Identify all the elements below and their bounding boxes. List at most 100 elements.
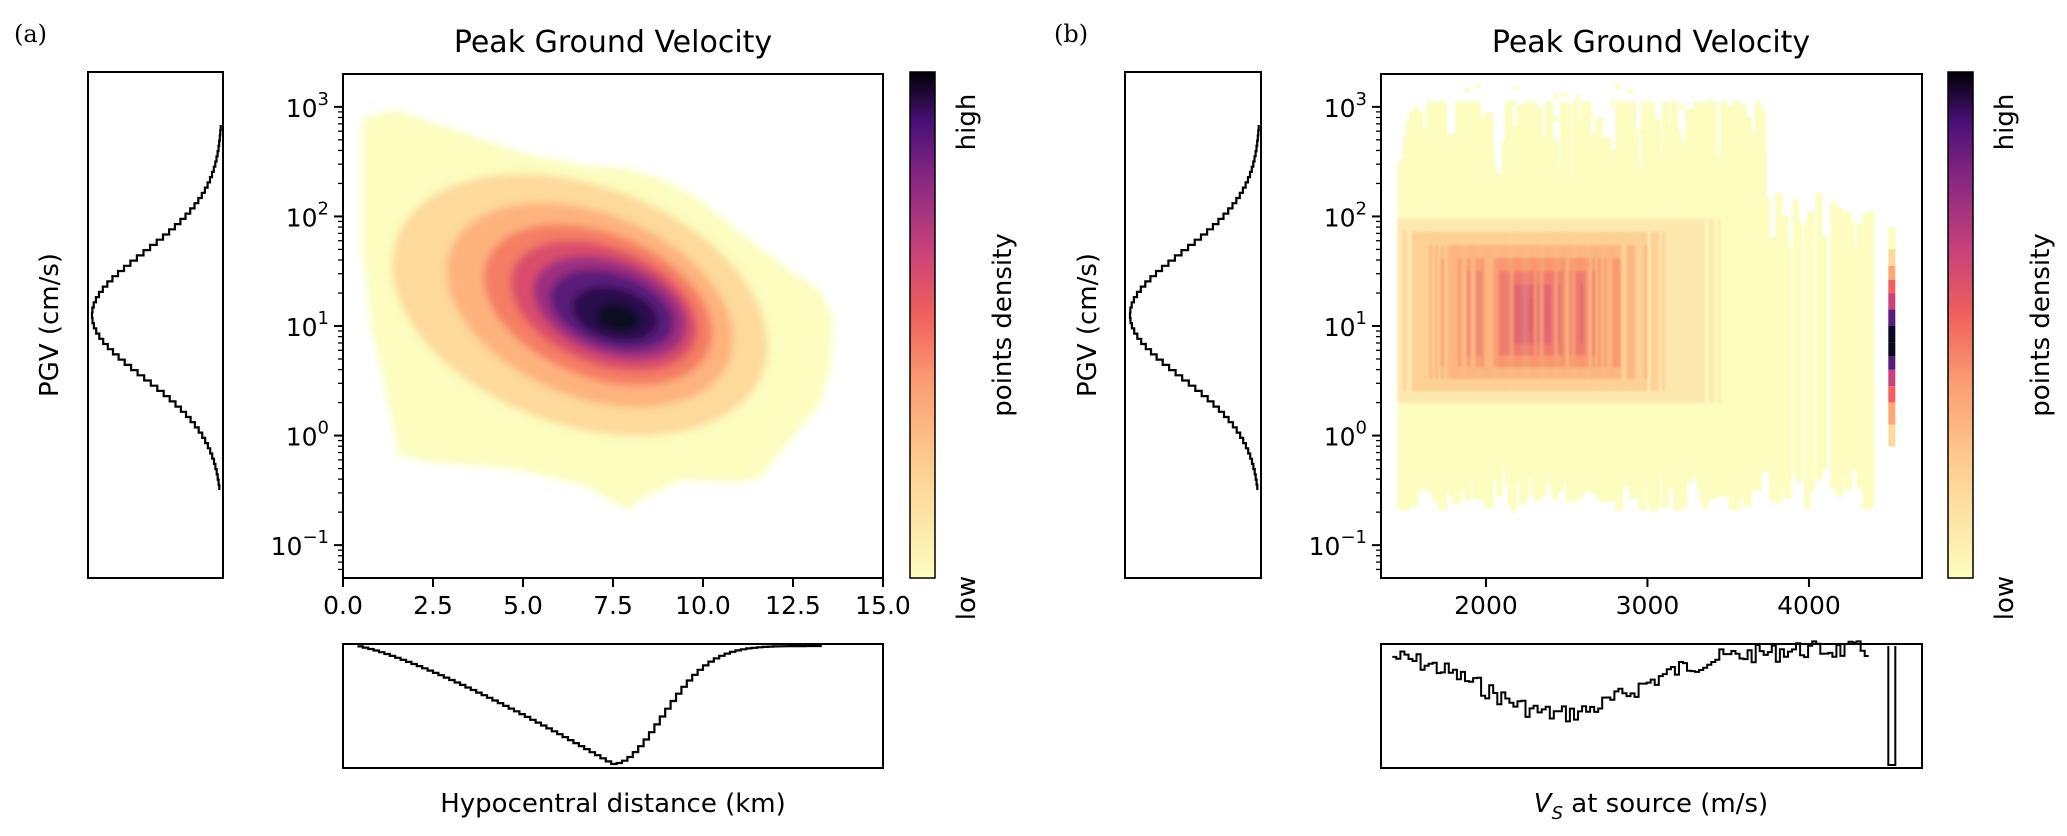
density-point bbox=[1587, 111, 1594, 118]
density-strip bbox=[1838, 214, 1846, 476]
panel-b-x-marginal-histogram bbox=[1392, 640, 1897, 766]
panel-b-colorbar-label: points density bbox=[2026, 233, 2056, 416]
density-strip-highvs bbox=[1888, 369, 1896, 387]
density-strip-highvs bbox=[1888, 424, 1896, 447]
y-tick-label: 102 bbox=[286, 198, 329, 232]
x-tick-label: 0.0 bbox=[323, 591, 363, 620]
x-tick-label: 2000 bbox=[1454, 591, 1518, 620]
x-tick-label: 10.0 bbox=[675, 591, 731, 620]
panel-b-colorbar bbox=[1947, 71, 1974, 579]
panel-a-x-marginal-histogram bbox=[357, 644, 822, 766]
density-point bbox=[1448, 144, 1455, 151]
density-strip bbox=[1847, 222, 1855, 469]
panel-a-colorbar bbox=[909, 71, 936, 579]
panel-a-colorbar-low: low bbox=[952, 576, 982, 620]
density-point bbox=[1583, 103, 1590, 110]
panel-b-ticks: 2000 3000 4000 103 102 101 100 10−1 bbox=[1309, 89, 1841, 620]
panel-a-density-cloud bbox=[362, 110, 833, 510]
panel-a-xlabel: Hypocentral distance (km) bbox=[440, 789, 786, 819]
y-tick-label: 100 bbox=[1324, 418, 1367, 452]
density-point bbox=[1433, 105, 1440, 112]
panel-a-ticks: 0.0 2.5 5.0 7.5 10.0 12.5 15.0 103 102 101 100 10−1 bbox=[271, 89, 911, 620]
panel-a-y-marginal-histogram bbox=[90, 125, 222, 490]
density-strip-highvs bbox=[1888, 293, 1896, 310]
density-point bbox=[1553, 115, 1560, 122]
density-strip bbox=[1795, 221, 1803, 482]
density-strip bbox=[1783, 246, 1792, 500]
panel-a-x-marginal-frame bbox=[342, 643, 884, 769]
y-tick-label: 103 bbox=[286, 89, 329, 123]
panel-b-label: (b) bbox=[1054, 20, 1088, 48]
density-point bbox=[1464, 87, 1471, 94]
density-point bbox=[1636, 128, 1643, 135]
density-point bbox=[1411, 121, 1418, 128]
density-point bbox=[1627, 88, 1634, 95]
density-point bbox=[1674, 146, 1681, 153]
y-tick-label: 10−1 bbox=[271, 527, 329, 561]
panel-a-label: (a) bbox=[14, 20, 47, 48]
x-tick-label: 3000 bbox=[1616, 591, 1680, 620]
x-tick-label: 12.5 bbox=[765, 591, 821, 620]
x-tick-label: 2.5 bbox=[413, 591, 453, 620]
density-strip bbox=[1830, 202, 1837, 489]
density-strip-highvs bbox=[1888, 265, 1896, 280]
y-tick-label: 10−1 bbox=[1309, 527, 1367, 561]
density-strip-highvs bbox=[1888, 356, 1896, 370]
panel-a-title: Peak Ground Velocity bbox=[454, 25, 772, 60]
panel-a-ylabel: PGV (cm/s) bbox=[35, 253, 65, 397]
density-point bbox=[1619, 109, 1626, 116]
density-point bbox=[1583, 144, 1590, 151]
panel-b-y-marginal-frame bbox=[1124, 71, 1262, 579]
panel-a-colorbar-high: high bbox=[952, 94, 982, 151]
panel-b-x-marginal-frame bbox=[1380, 643, 1923, 769]
y-tick-label: 103 bbox=[1324, 89, 1367, 123]
density-strip-highvs bbox=[1888, 386, 1896, 403]
x-tick-label: 4000 bbox=[1777, 591, 1841, 620]
density-point bbox=[1574, 94, 1581, 101]
panel-b-xlabel: VS at source (m/s) bbox=[1534, 789, 1768, 824]
y-tick-label: 100 bbox=[286, 418, 329, 452]
density-point bbox=[1474, 81, 1481, 88]
density-point bbox=[1586, 135, 1593, 142]
density-point bbox=[1705, 99, 1712, 106]
density-point bbox=[1553, 93, 1560, 100]
panel-b: (b) Peak Ground Velocity PGV (cm/s) 2000… bbox=[1054, 20, 2056, 824]
density-strip bbox=[1818, 236, 1828, 471]
density-strip bbox=[1868, 211, 1875, 507]
density-strip-highvs bbox=[1888, 342, 1896, 357]
density-point bbox=[1679, 103, 1686, 110]
density-point bbox=[1641, 144, 1648, 151]
x-tick-label: 7.5 bbox=[593, 591, 633, 620]
density-point bbox=[1692, 139, 1699, 146]
density-level-9 bbox=[596, 303, 640, 333]
panel-b-density-cloud bbox=[1397, 81, 1896, 513]
panel-b-colorbar-high: high bbox=[1990, 94, 2020, 151]
density-strip bbox=[1856, 223, 1865, 489]
density-strip-highvs bbox=[1888, 249, 1896, 266]
density-point bbox=[1510, 99, 1517, 106]
panel-a-colorbar-label: points density bbox=[988, 233, 1018, 416]
density-strip bbox=[1862, 213, 1871, 510]
density-strip-highvs bbox=[1888, 279, 1896, 294]
panel-a: (a) Peak Ground Velocity PGV (cm/s) 0.0 2… bbox=[14, 20, 1018, 819]
density-strip-highvs bbox=[1888, 227, 1896, 250]
panel-b-title: Peak Ground Velocity bbox=[1492, 25, 1810, 60]
y-tick-label: 101 bbox=[1324, 308, 1367, 342]
density-point bbox=[1615, 83, 1622, 90]
x-tick-label: 15.0 bbox=[855, 591, 911, 620]
panel-b-y-marginal-histogram bbox=[1128, 125, 1260, 490]
density-point bbox=[1562, 91, 1569, 98]
density-strip bbox=[1763, 197, 1770, 473]
density-strip-highvs bbox=[1888, 326, 1896, 343]
density-point bbox=[1609, 99, 1616, 106]
density-point bbox=[1514, 84, 1521, 91]
x-tick-label: 5.0 bbox=[503, 591, 543, 620]
density-point bbox=[1457, 122, 1464, 129]
density-point bbox=[1412, 106, 1419, 113]
y-tick-label: 101 bbox=[286, 308, 329, 342]
y-tick-label: 102 bbox=[1324, 198, 1367, 232]
panel-b-colorbar-low: low bbox=[1990, 576, 2020, 620]
density-strip-highvs bbox=[1888, 402, 1896, 425]
density-point bbox=[1576, 120, 1583, 127]
